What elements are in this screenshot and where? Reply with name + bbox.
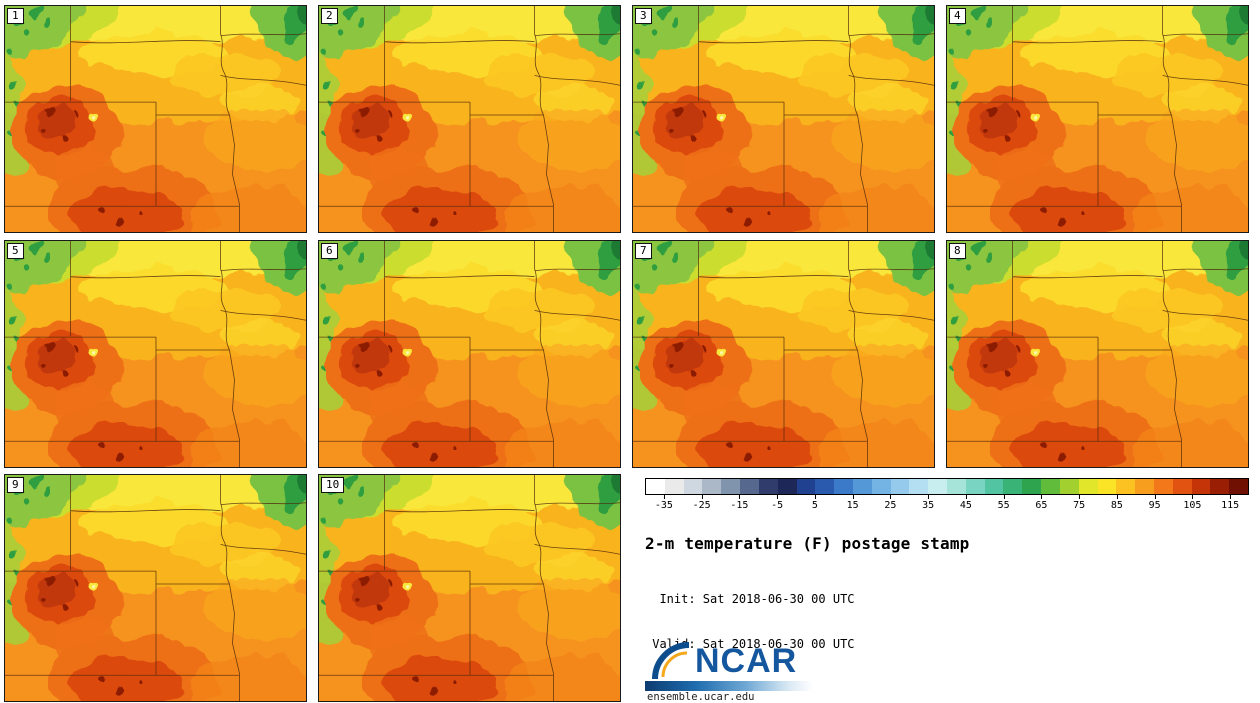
colorbar-segment [1135, 479, 1154, 494]
colorbar-segment [909, 479, 929, 494]
colorbar-tick-label: 95 [1148, 495, 1161, 511]
colorbar-tick-label: -25 [692, 495, 711, 511]
colorbar-segment [1229, 479, 1248, 494]
panel-number-badge: 2 [321, 8, 338, 24]
colorbar-segment [1022, 479, 1042, 494]
colorbar-segment [796, 479, 816, 494]
colorbar-tick-label: 115 [1221, 495, 1240, 511]
colorbar-tick-label: 15 [846, 495, 859, 511]
panel-number-badge: 1 [7, 8, 24, 24]
temperature-map [5, 241, 306, 467]
init-time-label: Init: Sat 2018-06-30 00 UTC [645, 592, 855, 606]
colorbar-tick-label: -5 [771, 495, 784, 511]
temperature-map [947, 6, 1248, 232]
colorbar-tick-label: 65 [1035, 495, 1048, 511]
temperature-map [5, 6, 306, 232]
temperature-map [319, 241, 620, 467]
plot-title: 2-m temperature (F) postage stamp [645, 534, 970, 553]
colorbar-tick-label: 25 [884, 495, 897, 511]
panel-number-badge: 4 [949, 8, 966, 24]
colorbar-segment [1191, 479, 1211, 494]
colorbar-segment [890, 479, 910, 494]
panel-number-badge: 7 [635, 243, 652, 259]
temperature-map [633, 241, 934, 467]
colorbar-segment [965, 479, 985, 494]
map-panel: 2 [318, 5, 621, 233]
colorbar-segment [871, 479, 891, 494]
colorbar-segment [683, 479, 703, 494]
ncar-logo-text: NCAR [695, 642, 798, 680]
timestamps: Init: Sat 2018-06-30 00 UTC Valid: Sat 2… [645, 562, 855, 682]
panel-number-badge: 9 [7, 477, 24, 493]
map-panel: 6 [318, 240, 621, 468]
temperature-map [5, 475, 306, 701]
panel-number-badge: 8 [949, 243, 966, 259]
colorbar-segment [1153, 479, 1173, 494]
colorbar-segment [702, 479, 722, 494]
colorbar-tick-label: -15 [730, 495, 749, 511]
map-panel: 7 [632, 240, 935, 468]
colorbar-segment [758, 479, 778, 494]
colorbar-ticks: -35 -25 -15 -5 5 15 25 35 45 55 65 75 85 95 105 115 [645, 495, 1249, 512]
temperature-map [319, 6, 620, 232]
panel-number-badge: 6 [321, 243, 338, 259]
colorbar-tick-label: 45 [959, 495, 972, 511]
colorbar-segment [740, 479, 759, 494]
colorbar-tick-label: 105 [1183, 495, 1202, 511]
colorbar-segment [1059, 479, 1079, 494]
colorbar-tick-label: 85 [1110, 495, 1123, 511]
map-panel: 9 [4, 474, 307, 702]
colorbar-segment [1116, 479, 1136, 494]
colorbar-segment [1078, 479, 1098, 494]
colorbar-segment [1041, 479, 1060, 494]
colorbar-segment [777, 479, 797, 494]
colorbar-segment [646, 479, 665, 494]
panel-number-badge: 10 [321, 477, 345, 493]
colorbar-segment [984, 479, 1004, 494]
colorbar-segment [834, 479, 853, 494]
colorbar-segment [1210, 479, 1230, 494]
ncar-swoosh-icon [652, 642, 690, 680]
colorbar-segment [721, 479, 741, 494]
map-panel: 8 [946, 240, 1249, 468]
panel-number-badge: 3 [635, 8, 652, 24]
colorbar-segment [852, 479, 872, 494]
map-panel: 1 [4, 5, 307, 233]
ensemble-url-text: ensemble.ucar.edu [647, 691, 755, 703]
map-panel: 10 [318, 474, 621, 702]
panel-number-badge: 5 [7, 243, 24, 259]
temperature-map [633, 6, 934, 232]
temperature-map [947, 241, 1248, 467]
colorbar-tick-label: 55 [997, 495, 1010, 511]
colorbar-tick-label: -35 [654, 495, 673, 511]
colorbar-segment [664, 479, 684, 494]
map-panel: 5 [4, 240, 307, 468]
map-panel: 3 [632, 5, 935, 233]
colorbar-segment [928, 479, 947, 494]
ncar-gradient-bar [645, 681, 813, 691]
colorbar-tick-label: 75 [1073, 495, 1086, 511]
colorbar-segment [1172, 479, 1192, 494]
colorbar-segments [646, 479, 1248, 494]
colorbar [645, 478, 1249, 495]
colorbar-tick-label: 5 [811, 495, 818, 511]
colorbar-tick-label: 35 [922, 495, 935, 511]
colorbar-segment [947, 479, 966, 494]
colorbar-segment [815, 479, 835, 494]
ncar-logo: NCAR [645, 640, 797, 682]
colorbar-segment [1097, 479, 1117, 494]
temperature-map [319, 475, 620, 701]
colorbar-segment [1003, 479, 1023, 494]
map-panel: 4 [946, 5, 1249, 233]
